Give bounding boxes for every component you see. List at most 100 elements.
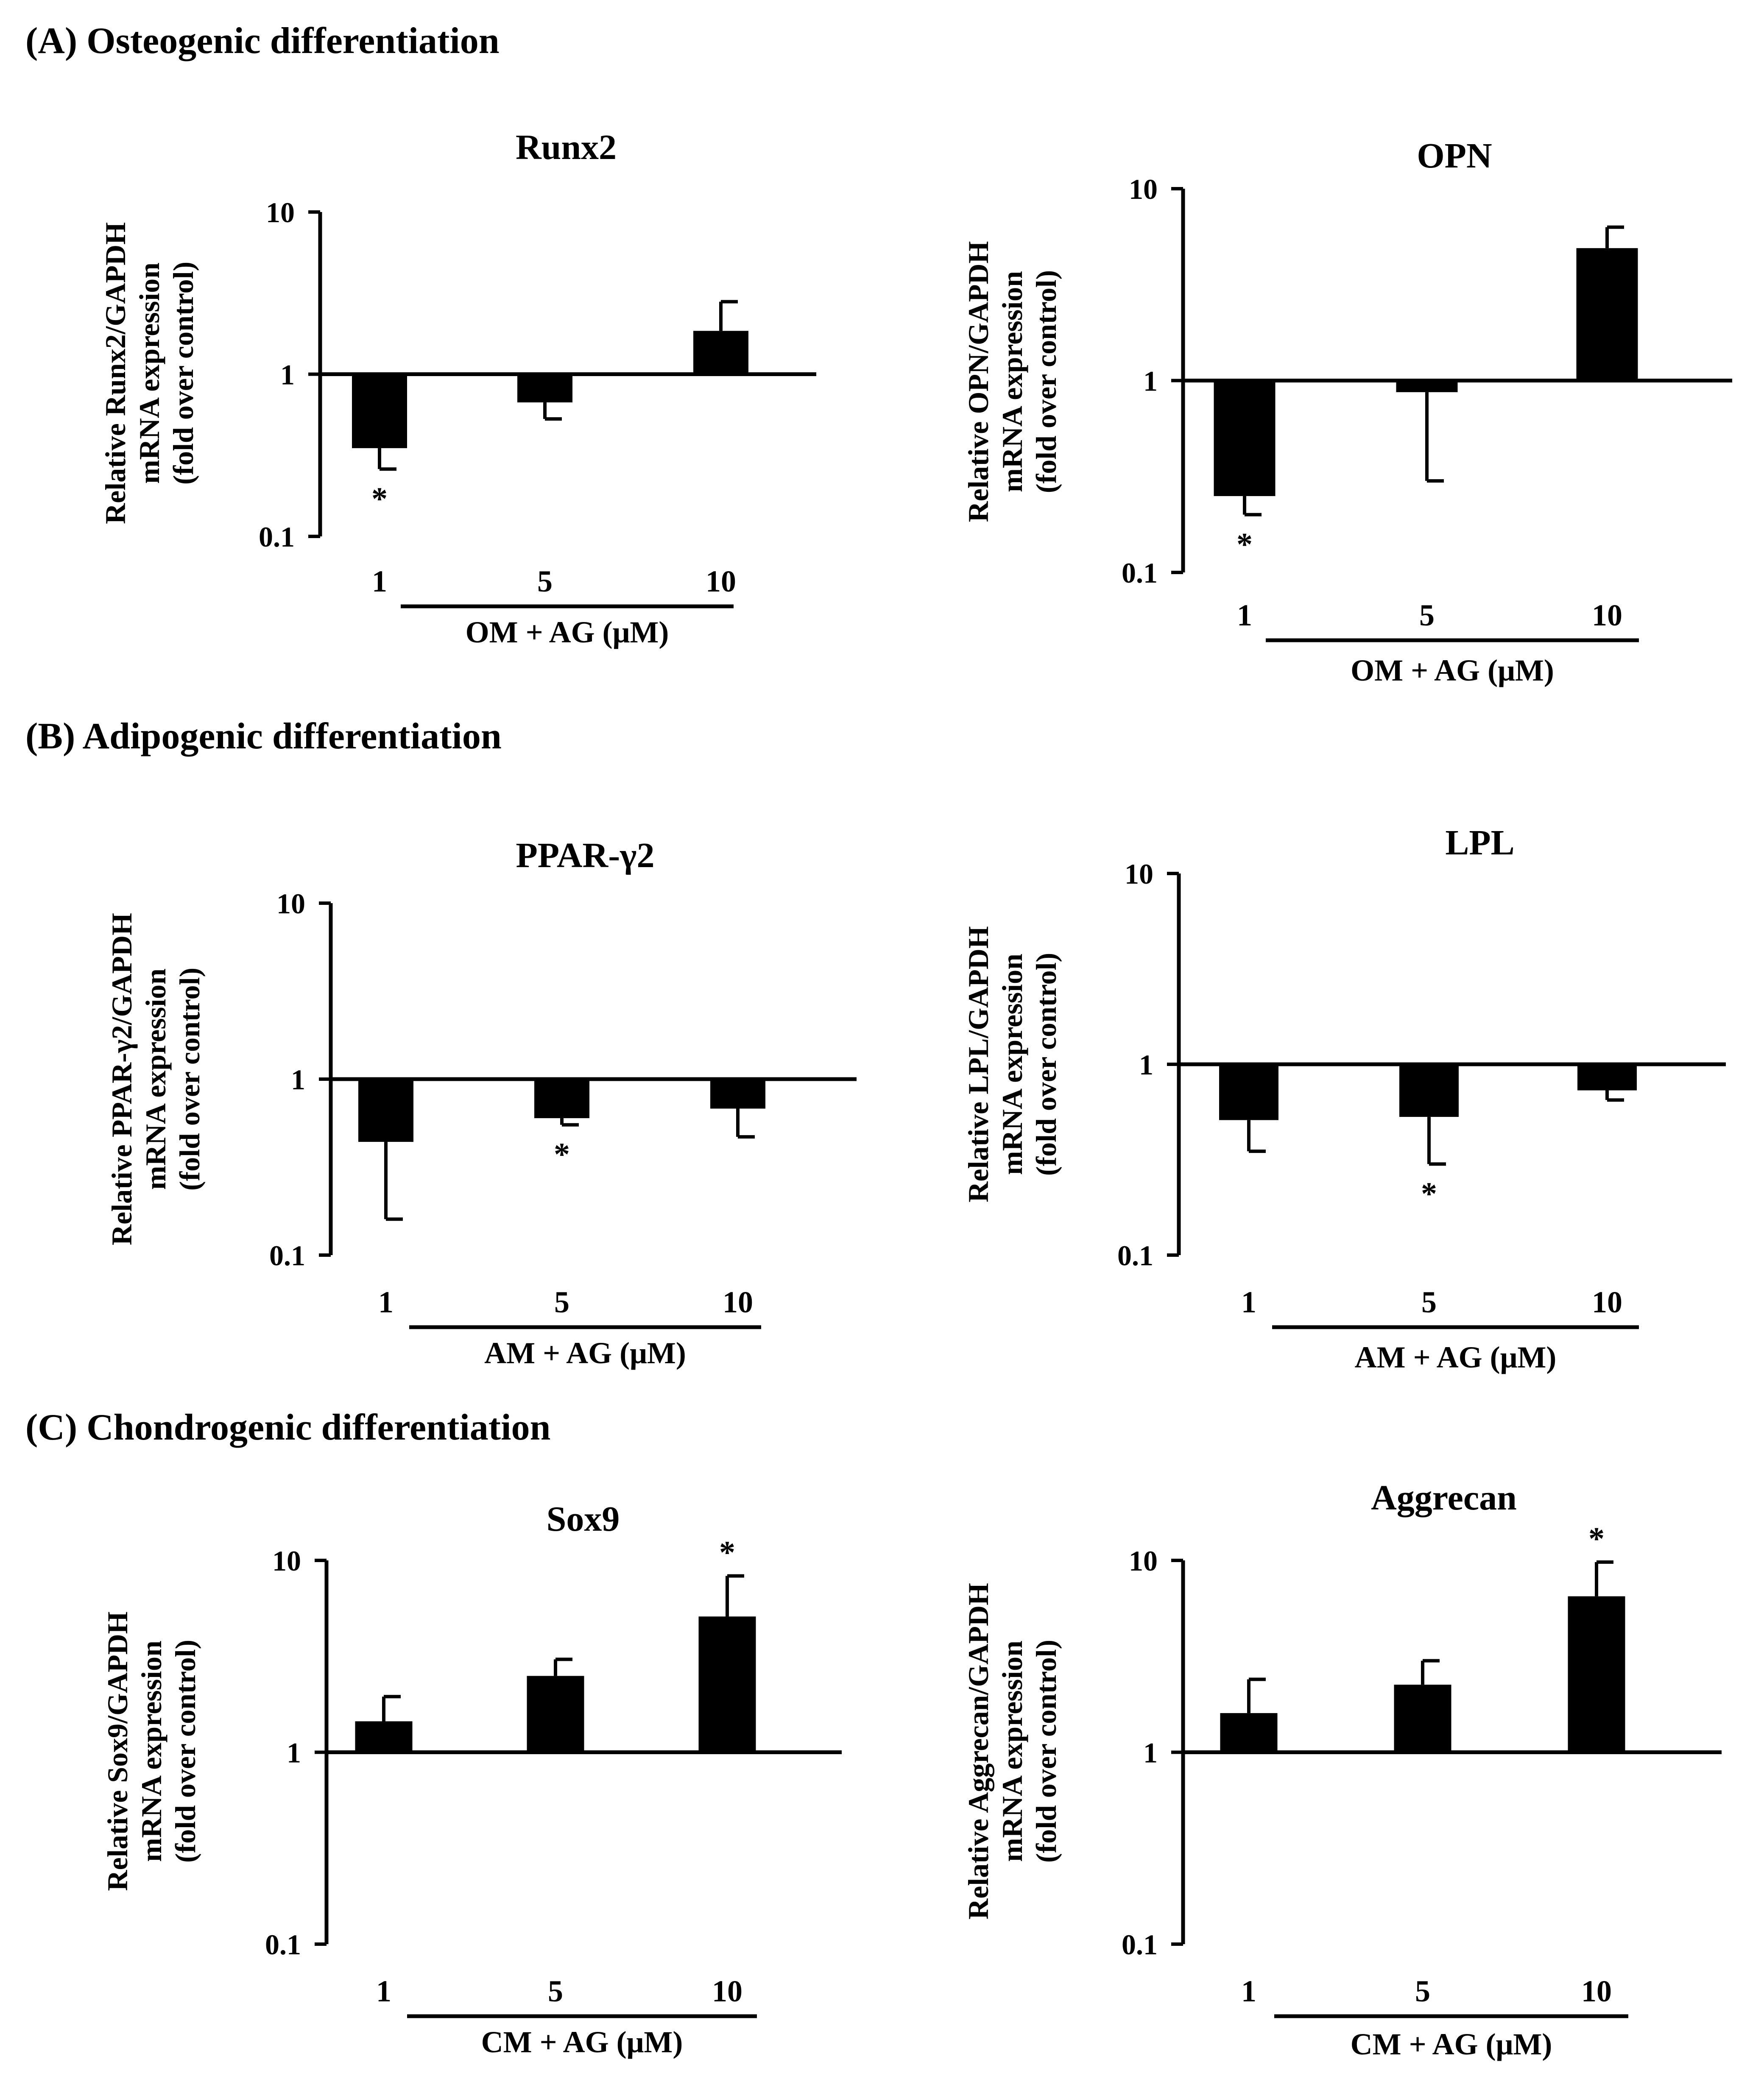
y-tick-label: 1 — [1143, 365, 1158, 397]
y-axis-label-line: Relative LPL/GAPDH — [962, 926, 994, 1203]
bar — [352, 374, 407, 448]
y-tick-label: 0.1 — [1122, 1928, 1158, 1961]
y-axis-label-line: mRNA expression — [996, 271, 1028, 492]
y-axis-label: Relative Sox9/GAPDH mRNA expression (fold … — [101, 1611, 201, 1891]
y-tick-label: 1 — [291, 1063, 305, 1096]
category-label: 1 — [378, 1285, 394, 1319]
category-label: 1 — [372, 564, 387, 598]
category-label: 5 — [548, 1974, 563, 2008]
y-tick-label: 10 — [272, 1545, 301, 1577]
significance-marker: * — [371, 481, 388, 516]
chart-opn: OPN 10 1 0.1 * 1 5 10 OM + AG (μM) Relative OPN/G… — [962, 136, 1732, 687]
y-axis-label: Relative Runx2/GAPDH mRNA expression (fold… — [99, 222, 199, 524]
x-axis-label: OM + AG (μM) — [466, 615, 669, 649]
y-axis-label-line: Relative OPN/GAPDH — [962, 241, 994, 522]
charts-layer: Runx2 10 1 0.1 * 1 5 10 OM + AG (μM) Relative Run… — [99, 128, 1732, 2061]
y-axis-label-line: mRNA expression — [140, 968, 172, 1190]
y-axis-label-line: mRNA expression — [996, 1641, 1028, 1862]
bar — [1214, 380, 1276, 496]
bar — [355, 1721, 413, 1752]
y-axis-label-line: (fold over control) — [173, 968, 206, 1191]
chart-runx2: Runx2 10 1 0.1 * 1 5 10 OM + AG (μM) Relative Run… — [99, 128, 816, 649]
y-tick-label: 10 — [266, 196, 295, 229]
y-axis-label-line: Relative Sox9/GAPDH — [101, 1611, 134, 1891]
chart-title: PPAR-γ2 — [516, 836, 655, 875]
category-label: 5 — [1419, 598, 1435, 632]
significance-marker: * — [1236, 527, 1253, 562]
y-axis-label: Relative OPN/GAPDH mRNA expression (fold o… — [962, 241, 1062, 522]
y-axis-label-line: (fold over control) — [167, 262, 199, 485]
bar — [693, 331, 748, 374]
y-tick-label: 1 — [280, 359, 295, 391]
y-tick-label: 0.1 — [265, 1928, 301, 1961]
y-axis-label-line: (fold over control) — [1030, 1640, 1062, 1863]
y-axis-label-line: (fold over control) — [169, 1640, 201, 1863]
chart-title: Runx2 — [516, 128, 617, 167]
y-tick-label: 0.1 — [269, 1239, 305, 1272]
bar — [698, 1616, 756, 1752]
bar — [1219, 1064, 1278, 1120]
significance-marker: * — [1588, 1521, 1605, 1557]
bar — [517, 374, 572, 403]
significance-marker: * — [1421, 1176, 1437, 1211]
category-label: 10 — [1592, 598, 1622, 632]
category-label: 10 — [1592, 1285, 1622, 1319]
bar — [1577, 1064, 1637, 1091]
chart-ppar-g2: PPAR-γ2 10 1 0.1 1 * 5 10 AM + AG (μM) Relative P… — [106, 836, 857, 1370]
chart-aggrecan: Aggrecan 10 1 0.1 1 5 * 10 CM + AG (μM) Relative … — [962, 1478, 1722, 2061]
y-axis-label-line: (fold over control) — [1030, 953, 1062, 1176]
x-axis-label: CM + AG (μM) — [481, 2025, 683, 2059]
y-axis-label-line: (fold over control) — [1030, 270, 1062, 493]
category-label: 5 — [554, 1285, 569, 1319]
y-axis-label-line: Relative Aggrecan/GAPDH — [962, 1583, 994, 1920]
x-axis-label: AM + AG (μM) — [1355, 1340, 1557, 1374]
chart-title: OPN — [1417, 136, 1492, 176]
bar — [1394, 1685, 1451, 1752]
bar — [534, 1079, 589, 1119]
bar — [1220, 1713, 1278, 1752]
chart-sox9: Sox9 10 1 0.1 1 5 * 10 CM + AG (μM) Relative Sox9… — [101, 1499, 842, 2059]
section-title-a: (A) Osteogenic differentiation — [25, 20, 500, 61]
category-label: 5 — [537, 564, 553, 598]
y-axis-label-line: mRNA expression — [135, 1641, 167, 1862]
category-label: 1 — [1237, 598, 1252, 632]
section-title-b: (B) Adipogenic differentiation — [25, 716, 502, 757]
bar — [527, 1676, 584, 1752]
category-label: 10 — [723, 1285, 753, 1319]
bar — [710, 1079, 765, 1109]
category-label: 1 — [1241, 1285, 1256, 1319]
y-tick-label: 10 — [1129, 1545, 1158, 1577]
y-tick-label: 1 — [1143, 1737, 1158, 1769]
bar — [1396, 380, 1458, 392]
category-label: 1 — [1241, 1974, 1256, 2008]
x-axis-label: AM + AG (μM) — [484, 1336, 686, 1370]
y-axis-label-line: Relative PPAR-γ2/GAPDH — [106, 913, 138, 1245]
section-title-c: (C) Chondrogenic differentiation — [25, 1407, 551, 1448]
y-tick-label: 0.1 — [1117, 1239, 1153, 1272]
y-axis-label-line: mRNA expression — [996, 954, 1028, 1175]
category-label: 5 — [1421, 1285, 1437, 1319]
y-axis-label-line: mRNA expression — [133, 262, 165, 484]
y-tick-label: 0.1 — [1122, 557, 1158, 589]
significance-marker: * — [554, 1137, 570, 1172]
y-axis-label-line: Relative Runx2/GAPDH — [99, 222, 131, 524]
significance-marker: * — [719, 1535, 735, 1571]
category-label: 5 — [1415, 1974, 1430, 2008]
category-label: 10 — [1581, 1974, 1612, 2008]
y-tick-label: 0.1 — [259, 521, 295, 553]
bar — [358, 1079, 413, 1142]
y-tick-label: 10 — [1125, 858, 1153, 890]
y-axis-label: Relative Aggrecan/GAPDH mRNA expression (f… — [962, 1583, 1062, 1920]
chart-title: LPL — [1445, 823, 1514, 862]
y-tick-label: 10 — [276, 887, 305, 920]
bar — [1399, 1064, 1459, 1117]
x-axis-label: CM + AG (μM) — [1351, 2027, 1552, 2061]
chart-title: Sox9 — [547, 1499, 620, 1539]
y-tick-label: 10 — [1129, 173, 1158, 205]
chart-title: Aggrecan — [1371, 1478, 1517, 1518]
category-label: 10 — [706, 564, 736, 598]
y-tick-label: 1 — [1139, 1049, 1153, 1081]
bar — [1576, 248, 1638, 381]
y-axis-label: Relative PPAR-γ2/GAPDH mRNA expression (fo… — [106, 913, 206, 1245]
